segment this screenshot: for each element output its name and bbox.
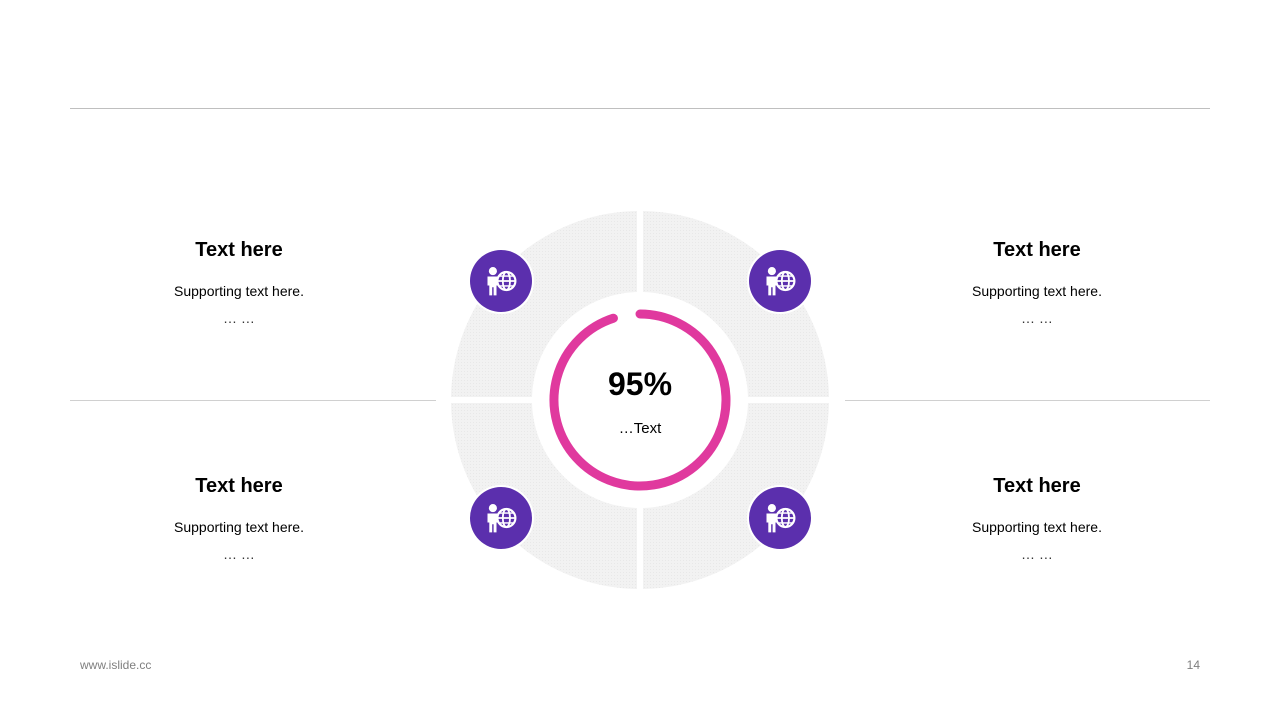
block-title: Text here (993, 475, 1081, 497)
center-percentage: 95% (607, 366, 673, 402)
center-label: …Text (618, 420, 662, 437)
block-title: Text here (195, 475, 283, 497)
block-subtitle: Supporting text here. (174, 283, 304, 299)
block-title: Text here (993, 239, 1081, 261)
left-divider (70, 400, 436, 401)
quadrant-segment-top-right (643, 211, 829, 397)
text-block-bottom-right: Text here Supporting text here. … … (887, 474, 1187, 563)
icon-badge-bottom-right (747, 485, 813, 551)
icon-badge-top-right (747, 248, 813, 314)
block-ellipsis: … … (223, 310, 255, 326)
center-disc (533, 293, 747, 507)
text-block-top-left: Text here Supporting text here. … … (89, 238, 389, 327)
icon-badge-bottom-left (468, 485, 534, 551)
block-ellipsis: … … (1021, 546, 1053, 562)
quadrant-segment-bottom-left (451, 403, 637, 589)
text-block-top-right: Text here Supporting text here. … … (887, 238, 1187, 327)
icon-badge-top-left (468, 248, 534, 314)
block-ellipsis: … … (223, 546, 255, 562)
block-subtitle: Supporting text here. (972, 283, 1102, 299)
right-divider (845, 400, 1210, 401)
block-subtitle: Supporting text here. (174, 519, 304, 535)
text-block-bottom-left: Text here Supporting text here. … … (89, 474, 389, 563)
block-subtitle: Supporting text here. (972, 519, 1102, 535)
quadrant-segment-bottom-right (643, 403, 829, 589)
circular-diagram (451, 211, 829, 589)
top-divider (70, 108, 1210, 109)
quadrant-segment-top-left (451, 211, 637, 397)
block-ellipsis: … … (1021, 310, 1053, 326)
page-number: 14 (1186, 658, 1200, 672)
footer-website: www.islide.cc (80, 658, 152, 672)
block-title: Text here (195, 239, 283, 261)
progress-ring (549, 309, 731, 491)
